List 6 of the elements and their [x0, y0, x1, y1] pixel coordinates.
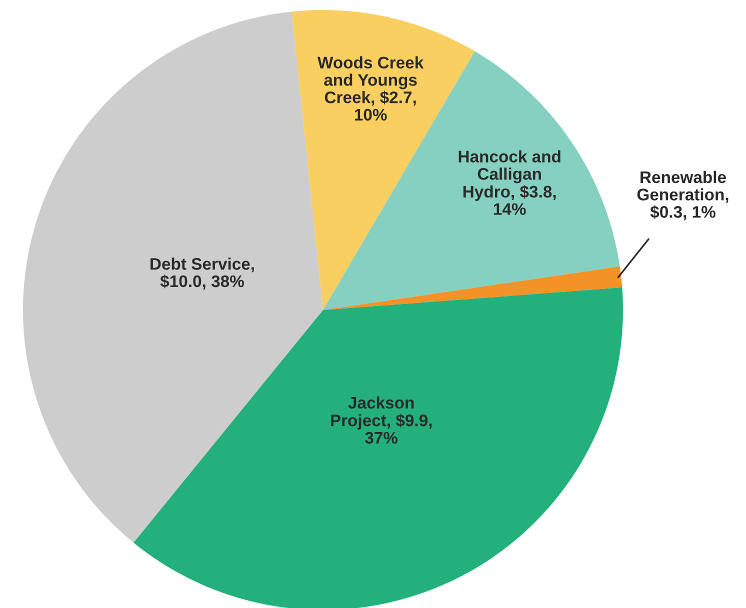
slice-label: Renewable Generation, $0.3, 1% — [637, 170, 728, 220]
slice-label: Jackson Project, $9.9, 37% — [331, 396, 432, 444]
slice-label: Debt Service, $10.0, 38% — [150, 258, 254, 290]
pie-slice — [323, 266, 622, 310]
slice-label: Hancock and Calligan Hydro, $3.8, 14% — [458, 150, 560, 215]
slice-label: Woods Creek and Youngs Creek, $2.7, 10% — [317, 56, 424, 121]
